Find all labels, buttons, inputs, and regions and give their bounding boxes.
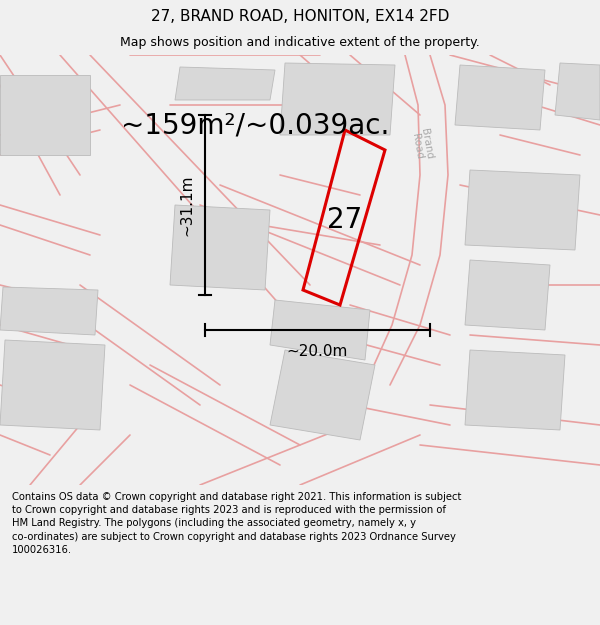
Polygon shape: [0, 75, 90, 155]
Polygon shape: [175, 67, 275, 100]
Polygon shape: [465, 170, 580, 250]
Polygon shape: [555, 63, 600, 120]
Text: 27, BRAND ROAD, HONITON, EX14 2FD: 27, BRAND ROAD, HONITON, EX14 2FD: [151, 9, 449, 24]
Polygon shape: [465, 260, 550, 330]
Polygon shape: [270, 300, 370, 360]
Polygon shape: [270, 350, 375, 440]
Text: Map shows position and indicative extent of the property.: Map shows position and indicative extent…: [120, 36, 480, 49]
Polygon shape: [170, 205, 270, 290]
Polygon shape: [0, 287, 98, 335]
Text: ~159m²/~0.039ac.: ~159m²/~0.039ac.: [121, 111, 389, 139]
Text: ~20.0m: ~20.0m: [287, 344, 348, 359]
Text: ~31.1m: ~31.1m: [179, 174, 194, 236]
Text: Brand
Road: Brand Road: [409, 128, 434, 162]
Text: 27: 27: [328, 206, 362, 234]
Polygon shape: [455, 65, 545, 130]
Polygon shape: [0, 340, 105, 430]
Polygon shape: [465, 350, 565, 430]
Text: Contains OS data © Crown copyright and database right 2021. This information is : Contains OS data © Crown copyright and d…: [12, 492, 461, 555]
Polygon shape: [280, 63, 395, 135]
